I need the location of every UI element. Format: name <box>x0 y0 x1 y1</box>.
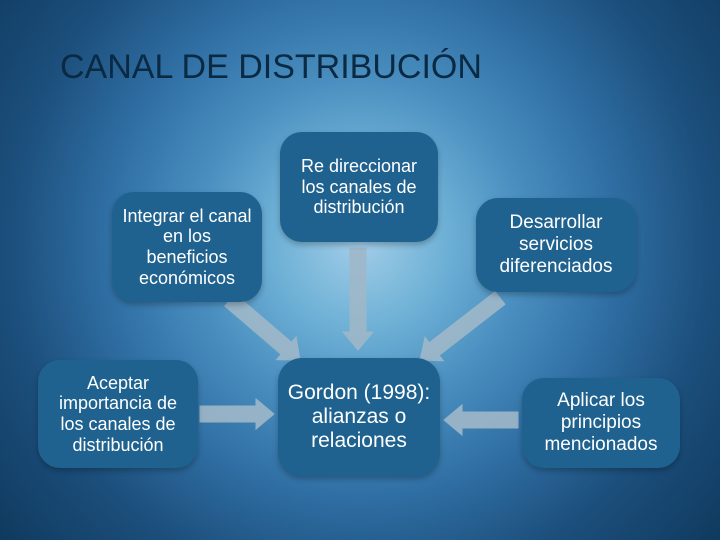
node-top: Re direccionar los canales de distribuci… <box>280 132 438 242</box>
node-upper-left: Integrar el canal en los beneficios econ… <box>112 192 262 302</box>
node-lower-left: Aceptar importancia de los canales de di… <box>38 360 198 468</box>
slide-title: CANAL DE DISTRIBUCIÓN <box>60 48 482 87</box>
node-upper-right: Desarrollar servicios diferenciados <box>476 198 636 292</box>
node-lower-right: Aplicar los principios mencionados <box>522 378 680 468</box>
slide: CANAL DE DISTRIBUCIÓN Re direccionar los… <box>0 0 720 540</box>
node-center: Gordon (1998): alianzas o relaciones <box>278 358 440 476</box>
